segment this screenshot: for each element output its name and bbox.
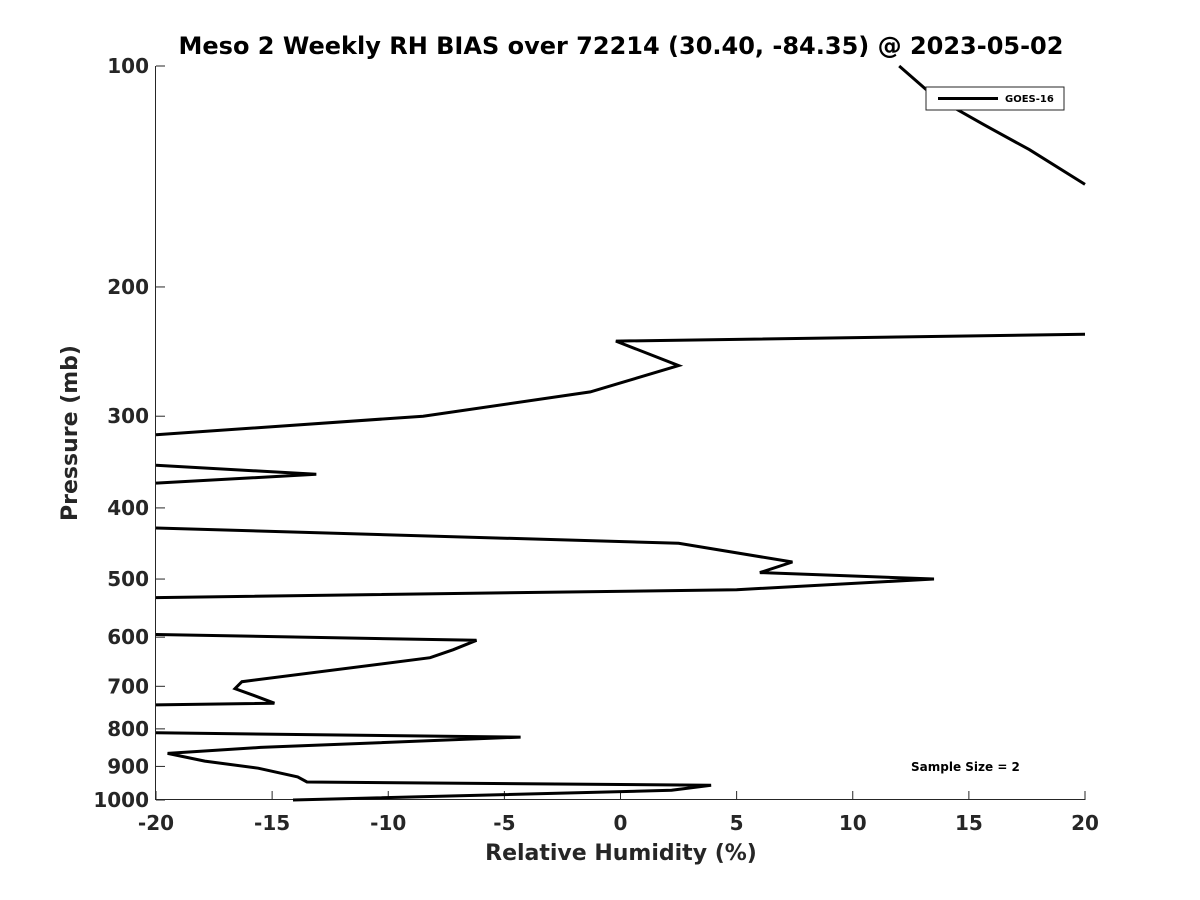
x-tick-label: -20 — [138, 811, 174, 835]
series-layer — [155, 64, 1086, 802]
legend-label: GOES-16 — [1005, 94, 1054, 105]
y-tick-label: 1000 — [93, 788, 149, 812]
x-tick-label: 5 — [730, 811, 744, 835]
y-tick-label: 800 — [107, 717, 149, 741]
legend: GOES-16 — [925, 86, 1065, 111]
x-tick-label: 20 — [1071, 811, 1099, 835]
chart-title: Meso 2 Weekly RH BIAS over 72214 (30.40,… — [179, 32, 1064, 60]
y-tick-label: 900 — [107, 754, 149, 778]
y-ticks: 100 200 300 400 500 600 700 800 900 1000 — [93, 54, 165, 812]
series-line-segment — [155, 731, 712, 802]
x-tick-label: -10 — [370, 811, 406, 835]
x-ticks: -20 -15 -10 -5 0 5 10 15 20 — [138, 791, 1099, 835]
series-line-segment — [155, 633, 478, 707]
series-line-segment — [155, 332, 1086, 437]
y-tick-label: 700 — [107, 674, 149, 698]
x-tick-label: 10 — [839, 811, 867, 835]
y-tick-label: 400 — [107, 496, 149, 520]
y-tick-label: 500 — [107, 567, 149, 591]
x-axis-label: Relative Humidity (%) — [485, 841, 757, 866]
y-tick-label: 100 — [107, 54, 149, 78]
x-tick-label: 15 — [955, 811, 983, 835]
series-line-segment — [898, 64, 1086, 186]
y-axis-label: Pressure (mb) — [58, 345, 83, 521]
y-tick-label: 600 — [107, 625, 149, 649]
series-line-segment — [155, 463, 317, 485]
sample-size-annotation: Sample Size = 2 — [911, 760, 1020, 774]
x-tick-label: -5 — [493, 811, 515, 835]
series-line-segment — [155, 526, 935, 600]
x-tick-label: 0 — [614, 811, 628, 835]
y-tick-label: 200 — [107, 275, 149, 299]
y-tick-label: 300 — [107, 404, 149, 428]
x-tick-label: -15 — [254, 811, 290, 835]
